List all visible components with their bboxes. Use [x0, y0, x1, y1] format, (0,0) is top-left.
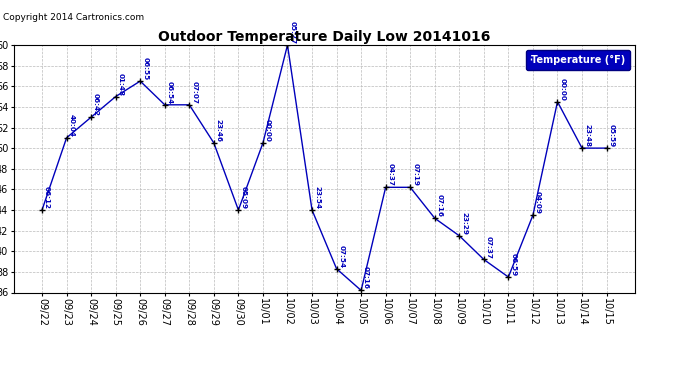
Text: 04:37: 04:37	[388, 164, 393, 186]
Text: 07:37: 07:37	[486, 236, 492, 258]
Text: 07:16: 07:16	[363, 266, 369, 290]
Text: 05:09: 05:09	[240, 186, 246, 209]
Title: Outdoor Temperature Daily Low 20141016: Outdoor Temperature Daily Low 20141016	[158, 30, 491, 44]
Text: 07:54: 07:54	[339, 245, 344, 268]
Text: 05:27: 05:27	[289, 21, 295, 44]
Text: 00:00: 00:00	[265, 119, 271, 142]
Text: 06:54: 06:54	[167, 81, 172, 104]
Text: 23:46: 23:46	[216, 119, 221, 142]
Text: 05:59: 05:59	[609, 124, 615, 147]
Text: 07:07: 07:07	[191, 81, 197, 104]
Text: 00:00: 00:00	[560, 78, 565, 101]
Legend: Temperature (°F): Temperature (°F)	[526, 50, 630, 70]
Text: 23:48: 23:48	[584, 124, 590, 147]
Text: 40:04: 40:04	[68, 114, 75, 137]
Text: 06:42: 06:42	[93, 93, 99, 116]
Text: 23:54: 23:54	[314, 186, 320, 209]
Text: 06:55: 06:55	[142, 57, 148, 80]
Text: 06:12: 06:12	[44, 186, 50, 209]
Text: 01:48: 01:48	[117, 72, 124, 96]
Text: 06:59: 06:59	[511, 253, 516, 276]
Text: 07:19: 07:19	[412, 163, 418, 186]
Text: Copyright 2014 Cartronics.com: Copyright 2014 Cartronics.com	[3, 13, 145, 22]
Text: 04:09: 04:09	[535, 191, 541, 214]
Text: 07:16: 07:16	[437, 194, 443, 217]
Text: 23:29: 23:29	[461, 212, 467, 235]
